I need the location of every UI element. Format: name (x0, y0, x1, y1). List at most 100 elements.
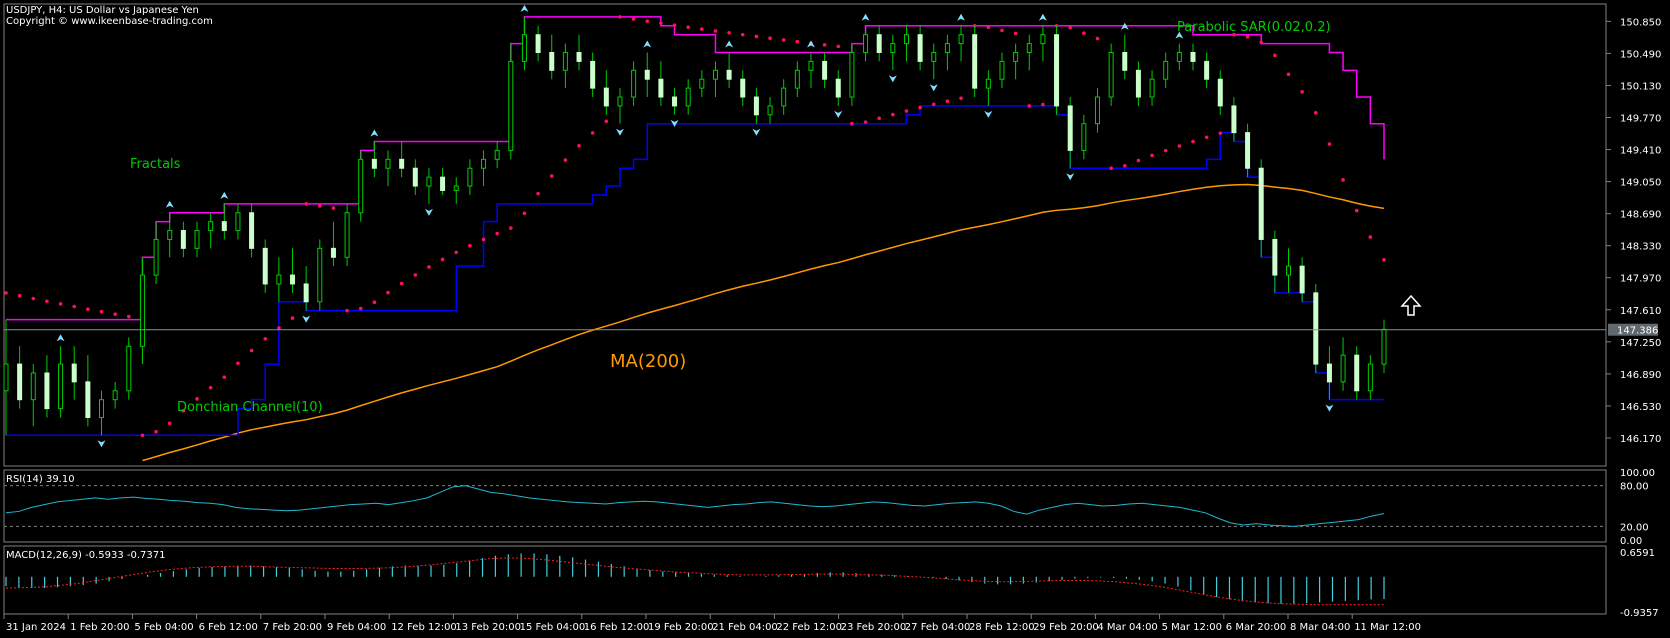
candle-body (1231, 105, 1237, 134)
price-tick-label: 149.050 (1620, 178, 1661, 189)
price-tick-label: 148.330 (1620, 242, 1661, 253)
candle-body (71, 363, 77, 383)
sar-dot (1232, 32, 1236, 37)
fractal-up-icon (861, 13, 870, 21)
fractal-up-icon (56, 334, 65, 342)
time-tick-label: 5 Mar 12:00 (1162, 622, 1222, 633)
sar-dot (1136, 158, 1141, 163)
candle-body (931, 52, 937, 62)
candle-body (603, 87, 609, 107)
fractal-down-icon (97, 440, 106, 448)
candle-body (835, 78, 841, 98)
sar-dot (1341, 178, 1345, 182)
sar-dot (399, 281, 404, 286)
fractal-up-icon (520, 4, 529, 12)
candle-body (1190, 52, 1196, 62)
sar-dot (645, 19, 650, 23)
price-tick-label: 146.530 (1620, 402, 1661, 413)
candle-body (849, 52, 855, 98)
candle-body (699, 78, 705, 89)
candle-body (440, 176, 446, 191)
price-tick-label: 149.410 (1620, 146, 1661, 157)
time-tick-label: 8 Mar 04:00 (1290, 622, 1350, 633)
sar-dot (99, 309, 104, 314)
candle-body (1135, 69, 1141, 98)
sar-dot (86, 307, 90, 311)
candle-body (426, 176, 432, 187)
fractal-down-icon (929, 84, 938, 92)
sar-dot (372, 300, 377, 305)
sar-dot (686, 25, 690, 29)
sar-dot (181, 408, 186, 413)
candle-body (208, 221, 214, 232)
candle-body (753, 96, 759, 116)
donchian-lower-layer (6, 105, 1384, 437)
candle-body (685, 87, 691, 107)
sar-dot (1245, 35, 1250, 39)
sar-dot (1095, 36, 1100, 41)
candle-body (1272, 238, 1278, 276)
sar-dot (195, 397, 199, 401)
fractal-up-icon (1120, 22, 1129, 30)
candle-body (863, 34, 869, 54)
sar-dot (1109, 166, 1113, 171)
fractal-down-icon (888, 75, 897, 83)
time-tick-label: 7 Feb 20:00 (263, 622, 322, 633)
fractal-down-icon (615, 128, 624, 136)
macd-panel-frame (3, 545, 1607, 615)
candle-body (535, 34, 541, 54)
candle-body (358, 158, 364, 214)
sar-dot (1013, 31, 1018, 36)
fractals-layer (56, 4, 1334, 448)
donchian-upper-line (6, 16, 1385, 321)
time-tick-label: 31 Jan 2024 (6, 622, 66, 633)
time-tick-label: 29 Feb 20:00 (1033, 622, 1099, 633)
candle-body (562, 52, 568, 71)
candle-body (139, 274, 145, 347)
candle-body (317, 247, 323, 303)
sar-dot (1122, 163, 1127, 168)
sar-dot (1204, 135, 1209, 140)
candle-body (180, 230, 186, 249)
candle-body (467, 167, 473, 187)
rsi-tick-label: 100.00 (1620, 468, 1655, 479)
candle-body (1163, 60, 1169, 80)
sar-dot (31, 296, 36, 301)
fractal-down-icon (1066, 173, 1075, 181)
time-tick-label: 12 Feb 12:00 (391, 622, 457, 633)
candle-body (330, 247, 336, 258)
sar-dot (427, 265, 431, 269)
sar-dot (522, 211, 527, 216)
candle-body (494, 149, 500, 160)
rsi-tick-label: 20.00 (1620, 522, 1649, 533)
macd-tick-label: 0.6591 (1620, 548, 1655, 559)
sar-dot (1273, 53, 1277, 58)
main-panel-frame (3, 3, 1607, 467)
fractal-up-icon (957, 13, 966, 21)
price-tick-label: 146.890 (1620, 370, 1661, 381)
candle-body (1026, 43, 1032, 54)
candle-body (221, 221, 227, 232)
sar-dot (236, 361, 240, 366)
fractal-up-icon (370, 129, 379, 137)
candle-body (290, 274, 296, 285)
sar-dot (1041, 102, 1045, 107)
sar-dot (45, 299, 49, 304)
candle-body (794, 69, 800, 89)
candle-body (1149, 78, 1155, 98)
donchian-label: Donchian Channel(10) (177, 400, 323, 415)
sar-dot (891, 112, 895, 117)
sar-dot (1150, 153, 1154, 158)
sar-dot (659, 21, 663, 25)
candle-body (822, 60, 828, 80)
sar-dot (986, 25, 991, 30)
sar-dot (4, 291, 8, 295)
candle-body (3, 363, 9, 392)
fractal-up-icon (806, 40, 815, 48)
fractal-down-icon (752, 128, 761, 136)
sar-dot (877, 116, 881, 121)
fractal-up-icon (220, 191, 229, 199)
candle-body (30, 372, 36, 401)
time-tick-label: 16 Feb 12:00 (584, 622, 650, 633)
